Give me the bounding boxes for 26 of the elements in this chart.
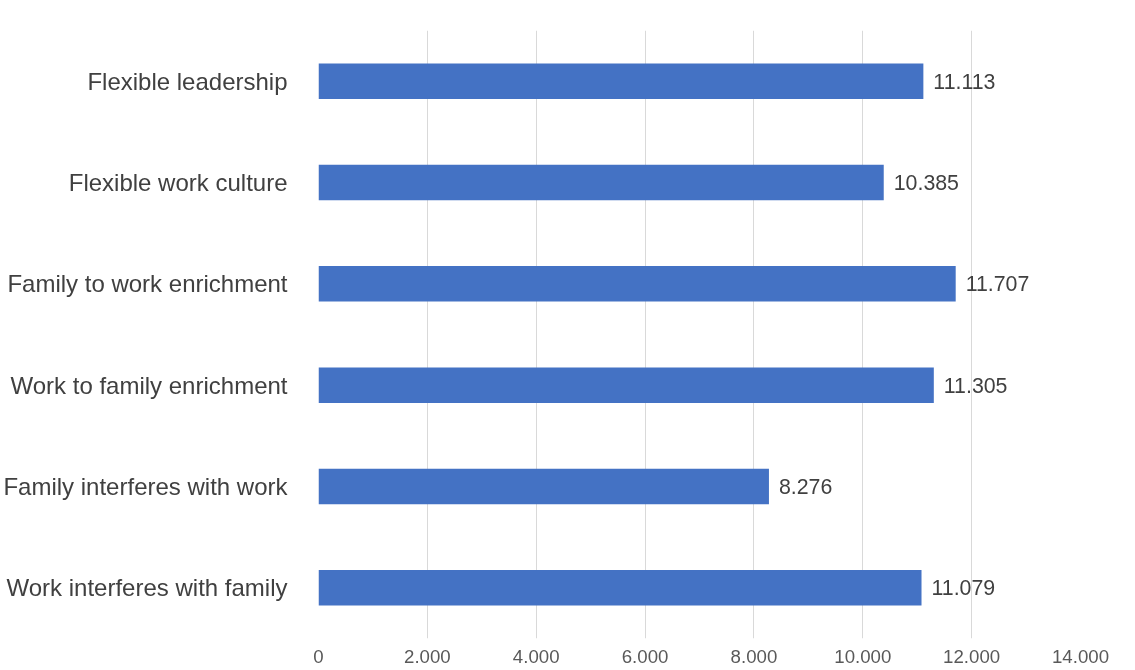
bar [318,570,922,606]
data-label: 11.113 [933,69,996,94]
y-tick-label: Work interferes with family [6,574,288,602]
x-tick-label: 4.000 [512,645,560,667]
y-tick-label: Family interferes with work [3,473,289,500]
y-tick-label: Family to work enrichment [7,270,288,298]
y-tick-label: Flexible work culture [68,169,288,196]
x-tick-label: 6.000 [621,645,669,667]
x-tick-label: 14.000 [1051,645,1110,667]
x-tick-label: 0 [313,645,324,667]
data-label: 8.276 [778,475,833,499]
x-tick-label: 2.000 [404,645,451,667]
data-label: 10.385 [893,171,959,195]
bar [318,468,769,505]
data-label: 11.079 [931,576,996,601]
x-tick-label: 8.000 [730,645,778,667]
bar [318,63,924,99]
bar [318,266,956,302]
x-tick-label: 10.000 [834,645,892,667]
data-label: 11.707 [965,272,1030,297]
bar [318,164,884,201]
x-tick-label: 12.000 [943,645,1001,667]
y-tick-label: Work to family enrichment [10,371,288,399]
data-label: 11.305 [943,373,1008,398]
y-tick-label: Flexible leadership [87,67,288,95]
bar [318,367,934,403]
